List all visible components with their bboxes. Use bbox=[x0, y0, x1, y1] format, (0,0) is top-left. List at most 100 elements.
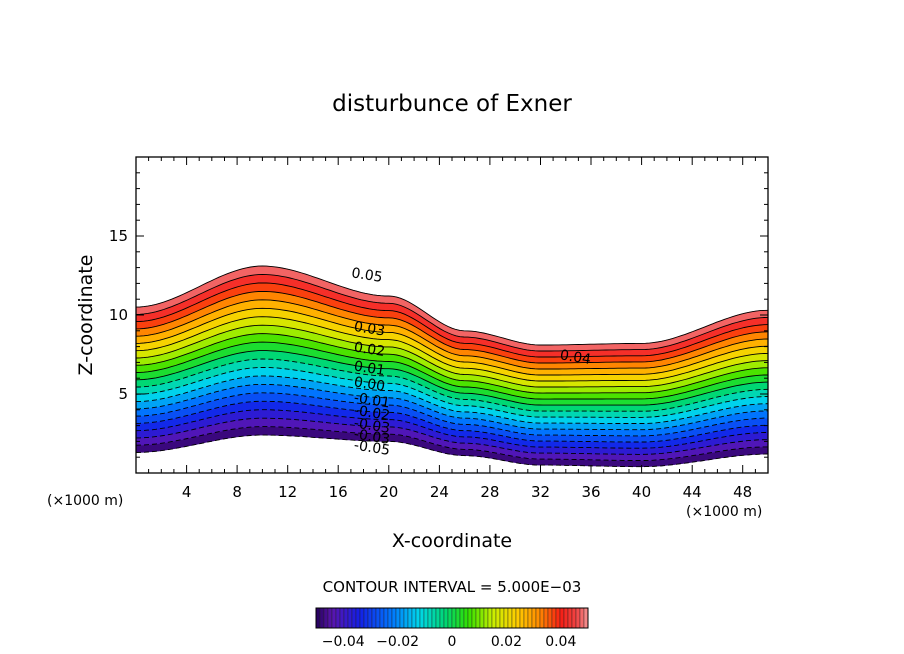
x-axis-label: X-coordinate bbox=[392, 530, 512, 552]
contour-lines bbox=[136, 265, 768, 468]
y-tick-label: 5 bbox=[118, 385, 128, 403]
colorbar-cell bbox=[419, 607, 425, 629]
contour-label: -0.03 bbox=[353, 415, 391, 436]
colorbar-cell bbox=[579, 607, 585, 629]
colorbar-cell bbox=[431, 607, 437, 629]
colorbar-frame bbox=[315, 607, 589, 629]
contour-line bbox=[136, 299, 768, 370]
colorbar-cell bbox=[499, 607, 505, 629]
colorbar-cell bbox=[391, 607, 397, 629]
colorbar-cell bbox=[327, 607, 333, 629]
x-tick-label: 28 bbox=[480, 483, 499, 501]
colorbar-cell bbox=[471, 607, 477, 629]
colorbar-cell bbox=[379, 607, 385, 629]
colorbar-cell bbox=[335, 607, 341, 629]
contour-line bbox=[136, 417, 768, 455]
contour-line bbox=[136, 392, 768, 437]
colorbar-cell bbox=[407, 607, 413, 629]
colorbar-cell bbox=[339, 607, 345, 629]
x-tick-label: 20 bbox=[379, 483, 398, 501]
colorbar-cell bbox=[583, 607, 589, 629]
x-tick-label: 36 bbox=[581, 483, 600, 501]
colorbar-cell bbox=[519, 607, 525, 629]
x-tick-label: 12 bbox=[278, 483, 297, 501]
colorbar-cell bbox=[383, 607, 389, 629]
colorbar-cell bbox=[547, 607, 553, 629]
contour-interval-label: CONTOUR INTERVAL = 5.000E−03 bbox=[323, 578, 582, 596]
colorbar-cell bbox=[363, 607, 369, 629]
colorbar-cell bbox=[491, 607, 497, 629]
colorbar-cell bbox=[539, 607, 545, 629]
colorbar-cell bbox=[315, 607, 321, 629]
contour-label: -0.05 bbox=[353, 437, 391, 458]
x-tick-labels: 4 8 12 16 20 24 28 32 36 40 44 48 bbox=[182, 483, 752, 501]
contour-line bbox=[136, 426, 768, 461]
colorbar-cell bbox=[451, 607, 457, 629]
colorbar-cell bbox=[435, 607, 441, 629]
colorbar-tick-label: 0 bbox=[448, 634, 457, 650]
colorbar-cell bbox=[387, 607, 393, 629]
colorbar-cell bbox=[515, 607, 521, 629]
colorbar-cell bbox=[507, 607, 513, 629]
contour-line bbox=[136, 367, 768, 418]
colorbar-tick-labels: −0.04 −0.02 0 0.02 0.04 bbox=[322, 634, 577, 650]
colorbar-cell bbox=[551, 607, 557, 629]
contour-label: -0.01 bbox=[353, 390, 391, 411]
chart-title: disturbunce of Exner bbox=[332, 91, 572, 117]
colorbar-cell bbox=[447, 607, 453, 629]
x-tick-label: 8 bbox=[232, 483, 242, 501]
colorbar-cell bbox=[319, 607, 325, 629]
colorbar-cell bbox=[527, 607, 533, 629]
contour-line bbox=[136, 333, 768, 394]
colorbar-cell bbox=[555, 607, 561, 629]
contour-line bbox=[136, 375, 768, 424]
colorbar-cell bbox=[475, 607, 481, 629]
colorbar-cell bbox=[543, 607, 549, 629]
colorbar-cell bbox=[359, 607, 365, 629]
colorbar-cell bbox=[575, 607, 581, 629]
contour-line bbox=[136, 307, 768, 376]
colorbar-cell bbox=[559, 607, 565, 629]
colorbar-cell bbox=[355, 607, 361, 629]
contour-label: 0.01 bbox=[353, 358, 386, 379]
colorbar-cell bbox=[367, 607, 373, 629]
contour-line bbox=[136, 350, 768, 406]
axis-ticks bbox=[136, 157, 768, 473]
colorbar-tick-label: −0.04 bbox=[322, 634, 365, 650]
x-tick-label: 32 bbox=[531, 483, 550, 501]
colorbar-cell bbox=[483, 607, 489, 629]
colorbar-cell bbox=[523, 607, 529, 629]
contour-line bbox=[136, 358, 768, 412]
colorbar-cell bbox=[427, 607, 433, 629]
contour-labels: 0.05 0.04 0.030.020.010.00-0.01-0.02-0.03-… bbox=[350, 265, 592, 459]
colorbar-cell bbox=[399, 607, 405, 629]
colorbar-cell bbox=[487, 607, 493, 629]
colorbar-cell bbox=[571, 607, 577, 629]
colorbar-cell bbox=[403, 607, 409, 629]
contour-line bbox=[136, 316, 768, 382]
colorbar-cell bbox=[423, 607, 429, 629]
colorbar-cell bbox=[411, 607, 417, 629]
contour-line bbox=[136, 324, 768, 388]
contour-line bbox=[136, 434, 768, 468]
contour-label: -0.02 bbox=[353, 403, 391, 424]
colorbar-cell bbox=[351, 607, 357, 629]
colorbar-cell bbox=[343, 607, 349, 629]
colorbar-cell bbox=[563, 607, 569, 629]
colorbar-cell bbox=[503, 607, 509, 629]
colorbar-cell bbox=[395, 607, 401, 629]
colorbar-cell bbox=[455, 607, 461, 629]
contour-label: 0.04 bbox=[559, 347, 592, 368]
x-tick-label: 48 bbox=[733, 483, 752, 501]
colorbar-cell bbox=[511, 607, 517, 629]
contour-label: 0.05 bbox=[350, 265, 383, 286]
colorbar-cell bbox=[415, 607, 421, 629]
x-tick-label: 40 bbox=[632, 483, 651, 501]
x-tick-label: 4 bbox=[182, 483, 192, 501]
contour-line bbox=[136, 290, 768, 364]
contour-line bbox=[136, 400, 768, 443]
y-axis-label: Z-coordinate bbox=[75, 255, 97, 376]
contour-label: 0.00 bbox=[353, 374, 386, 395]
colorbar-cell bbox=[371, 607, 377, 629]
x-unit-label-right: (×1000 m) bbox=[686, 504, 762, 520]
